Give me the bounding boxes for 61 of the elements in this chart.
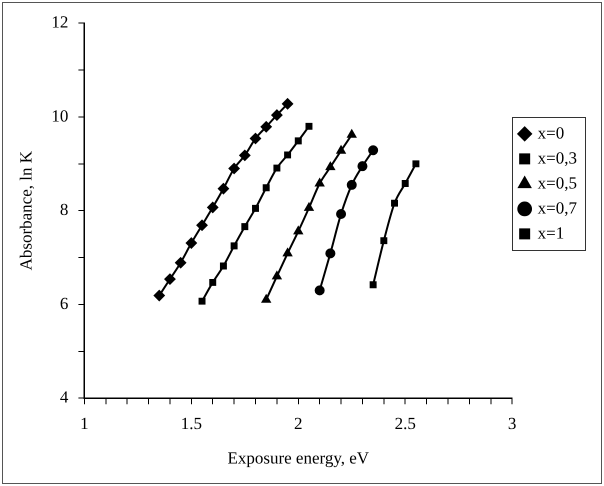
- point: [336, 208, 346, 219]
- x-tick-label: 2: [294, 414, 303, 433]
- y-tick-label: 12: [51, 12, 68, 32]
- point: [250, 133, 262, 144]
- point: [252, 204, 259, 212]
- point: [304, 202, 314, 211]
- y-tick-label: 8: [60, 200, 68, 220]
- point: [357, 161, 368, 172]
- y-tick-label: 4: [60, 388, 69, 407]
- point: [402, 180, 409, 187]
- point: [218, 183, 229, 194]
- point: [262, 184, 270, 192]
- point: [391, 200, 398, 207]
- point: [154, 290, 165, 302]
- point: [294, 137, 302, 144]
- point: [239, 150, 250, 161]
- point: [412, 160, 420, 168]
- point: [273, 164, 280, 172]
- point: [282, 98, 294, 110]
- y-tick-label: 10: [51, 106, 68, 126]
- legend-label: x=1: [538, 223, 564, 242]
- point: [207, 202, 218, 213]
- point: [164, 274, 176, 285]
- point: [294, 226, 303, 234]
- point: [336, 146, 346, 154]
- point: [241, 223, 248, 230]
- x-tick-label: 2.5: [394, 414, 416, 433]
- point: [220, 262, 227, 270]
- legend-label: x=0: [538, 123, 564, 142]
- point: [325, 248, 336, 258]
- point: [262, 294, 271, 303]
- y-axis-title: Absorbance, ln K: [16, 150, 36, 270]
- point: [175, 257, 186, 268]
- point: [380, 237, 388, 244]
- point: [209, 278, 216, 286]
- legend-label: x=0,3: [538, 148, 578, 168]
- point: [326, 162, 335, 170]
- point: [314, 285, 325, 296]
- point: [230, 242, 238, 250]
- point: [272, 271, 282, 280]
- x-axis-title: Exposure energy, eV: [227, 448, 370, 468]
- point: [368, 145, 378, 156]
- point: [346, 180, 357, 190]
- point: [260, 121, 272, 132]
- point: [306, 122, 312, 130]
- point: [283, 248, 292, 256]
- point: [271, 110, 282, 121]
- point: [196, 220, 208, 231]
- x-tick-label: 3: [508, 414, 516, 433]
- point: [198, 298, 206, 305]
- y-tick-label: 6: [60, 294, 68, 313]
- legend-label: x=0,5: [538, 173, 578, 192]
- point: [370, 281, 377, 288]
- point: [347, 130, 356, 138]
- legend-label: x=0,7: [538, 198, 578, 218]
- point: [186, 238, 197, 249]
- x-tick-label: 1.5: [180, 414, 202, 433]
- point: [315, 178, 324, 187]
- point: [228, 163, 240, 174]
- point: [284, 151, 292, 158]
- x-tick-label: 1: [80, 414, 89, 433]
